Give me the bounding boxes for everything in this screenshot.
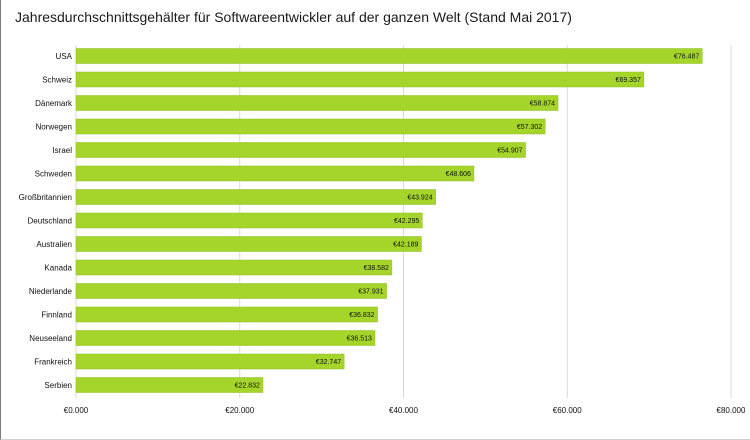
category-label: Schweden: [35, 170, 72, 179]
bar-2: [75, 95, 559, 111]
category-label: USA: [56, 52, 73, 61]
data-label: €42.189: [393, 242, 418, 249]
bar-0: [75, 48, 703, 64]
category-label: Kanada: [44, 264, 72, 273]
x-tick-label: €80.000: [717, 406, 746, 415]
category-label: Großbritannien: [19, 193, 72, 202]
data-label: €36.832: [349, 312, 374, 319]
data-label: €48.606: [446, 171, 471, 178]
x-tick-label: €0.000: [64, 406, 89, 415]
x-tick-label: €20.000: [225, 406, 254, 415]
data-label: €54.907: [497, 148, 522, 155]
bar-10: [75, 283, 387, 299]
data-label: €43.924: [407, 195, 432, 202]
bar-6: [75, 189, 436, 205]
data-label: €38.582: [364, 265, 389, 272]
bar-1: [75, 71, 645, 88]
category-label: Niederlande: [29, 287, 73, 296]
data-label: €42.295: [394, 218, 419, 225]
category-label: Dänemark: [35, 99, 73, 108]
data-label: €32.747: [316, 359, 341, 366]
bar-13: [75, 353, 345, 370]
data-label: €58.874: [530, 101, 555, 108]
category-label: Finnland: [41, 311, 72, 320]
data-label: €76.487: [674, 54, 699, 61]
data-label: €69.357: [616, 77, 641, 84]
category-label: Schweiz: [42, 76, 72, 85]
category-label: Norwegen: [36, 123, 72, 132]
category-label: Frankreich: [34, 358, 72, 367]
bar-7: [75, 212, 423, 229]
chart-title: Jahresdurchschnittsgehälter für Software…: [15, 9, 572, 25]
category-label: Australien: [36, 240, 72, 249]
category-label: Deutschland: [28, 217, 72, 226]
bar-9: [75, 259, 393, 276]
bar-8: [75, 236, 422, 252]
bar-14: [75, 377, 264, 393]
bar-5: [75, 165, 475, 182]
data-label: €57.302: [517, 124, 542, 131]
bar-11: [75, 306, 378, 323]
data-label: €37.931: [358, 289, 383, 296]
data-label: €36.513: [347, 336, 372, 343]
x-tick-label: €60.000: [553, 406, 582, 415]
data-label: €22.832: [235, 383, 260, 390]
category-label: Neuseeland: [29, 334, 72, 343]
bar-12: [75, 330, 376, 346]
category-label: Serbien: [44, 381, 72, 390]
x-tick-label: €40.000: [389, 406, 418, 415]
category-label: Israel: [52, 146, 72, 155]
bar-3: [75, 118, 546, 135]
bar-4: [75, 142, 526, 158]
